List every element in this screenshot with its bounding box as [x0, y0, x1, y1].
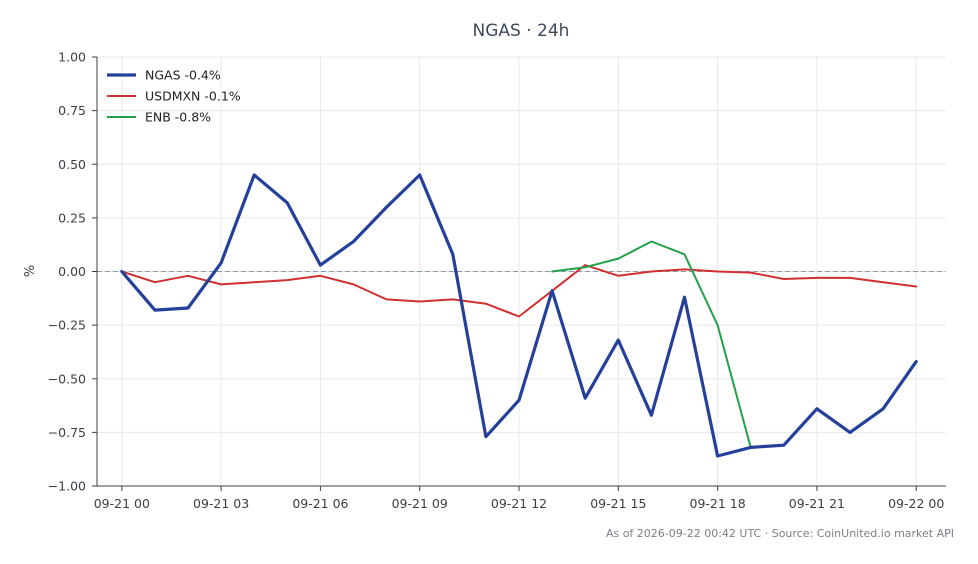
y-tick-label-2: 0.50	[58, 157, 86, 172]
y-axis-label: %	[23, 265, 38, 277]
series-line-0	[120, 173, 918, 458]
series-line-1	[120, 264, 918, 318]
legend-label-1: USDMXN -0.1%	[145, 89, 241, 104]
x-tick-label-2: 09-21 06	[292, 496, 348, 511]
tick-labels: 1.00 0.75 0.50 0.25 0.00 −0.25 −0.50 −0.75 −1.00…	[48, 50, 945, 512]
y-tick-label-0: 1.00	[58, 50, 86, 65]
y-tick-label-4: 0.00	[58, 264, 86, 279]
y-tick-label-5: −0.25	[48, 318, 86, 333]
x-tick-label-3: 09-21 09	[392, 496, 448, 511]
y-tick-label-3: 0.25	[58, 210, 86, 225]
source-note: As of 2026-09-22 00:42 UTC · Source: Coi…	[606, 527, 954, 540]
x-tick-label-0: 09-21 00	[94, 496, 150, 511]
x-tick-label-5: 09-21 15	[590, 496, 646, 511]
series	[120, 173, 918, 458]
y-tick-label-7: −0.75	[48, 425, 86, 440]
x-tick-label-4: 09-21 12	[491, 496, 547, 511]
x-tick-label-7: 09-21 21	[789, 496, 845, 511]
x-tick-label-8: 09-22 00	[888, 496, 944, 511]
legend-label-0: NGAS -0.4%	[145, 68, 221, 83]
y-tick-label-1: 0.75	[58, 103, 86, 118]
legend-label-2: ENB -0.8%	[145, 110, 211, 125]
y-tick-label-6: −0.50	[48, 371, 86, 386]
x-tick-label-6: 09-21 18	[690, 496, 746, 511]
series-line-2	[551, 240, 752, 449]
y-tick-label-8: −1.00	[48, 479, 86, 494]
chart-title: NGAS · 24h	[473, 21, 570, 41]
x-tick-label-1: 09-21 03	[193, 496, 249, 511]
legend: NGAS -0.4% USDMXN -0.1% ENB -0.8%	[107, 68, 241, 125]
